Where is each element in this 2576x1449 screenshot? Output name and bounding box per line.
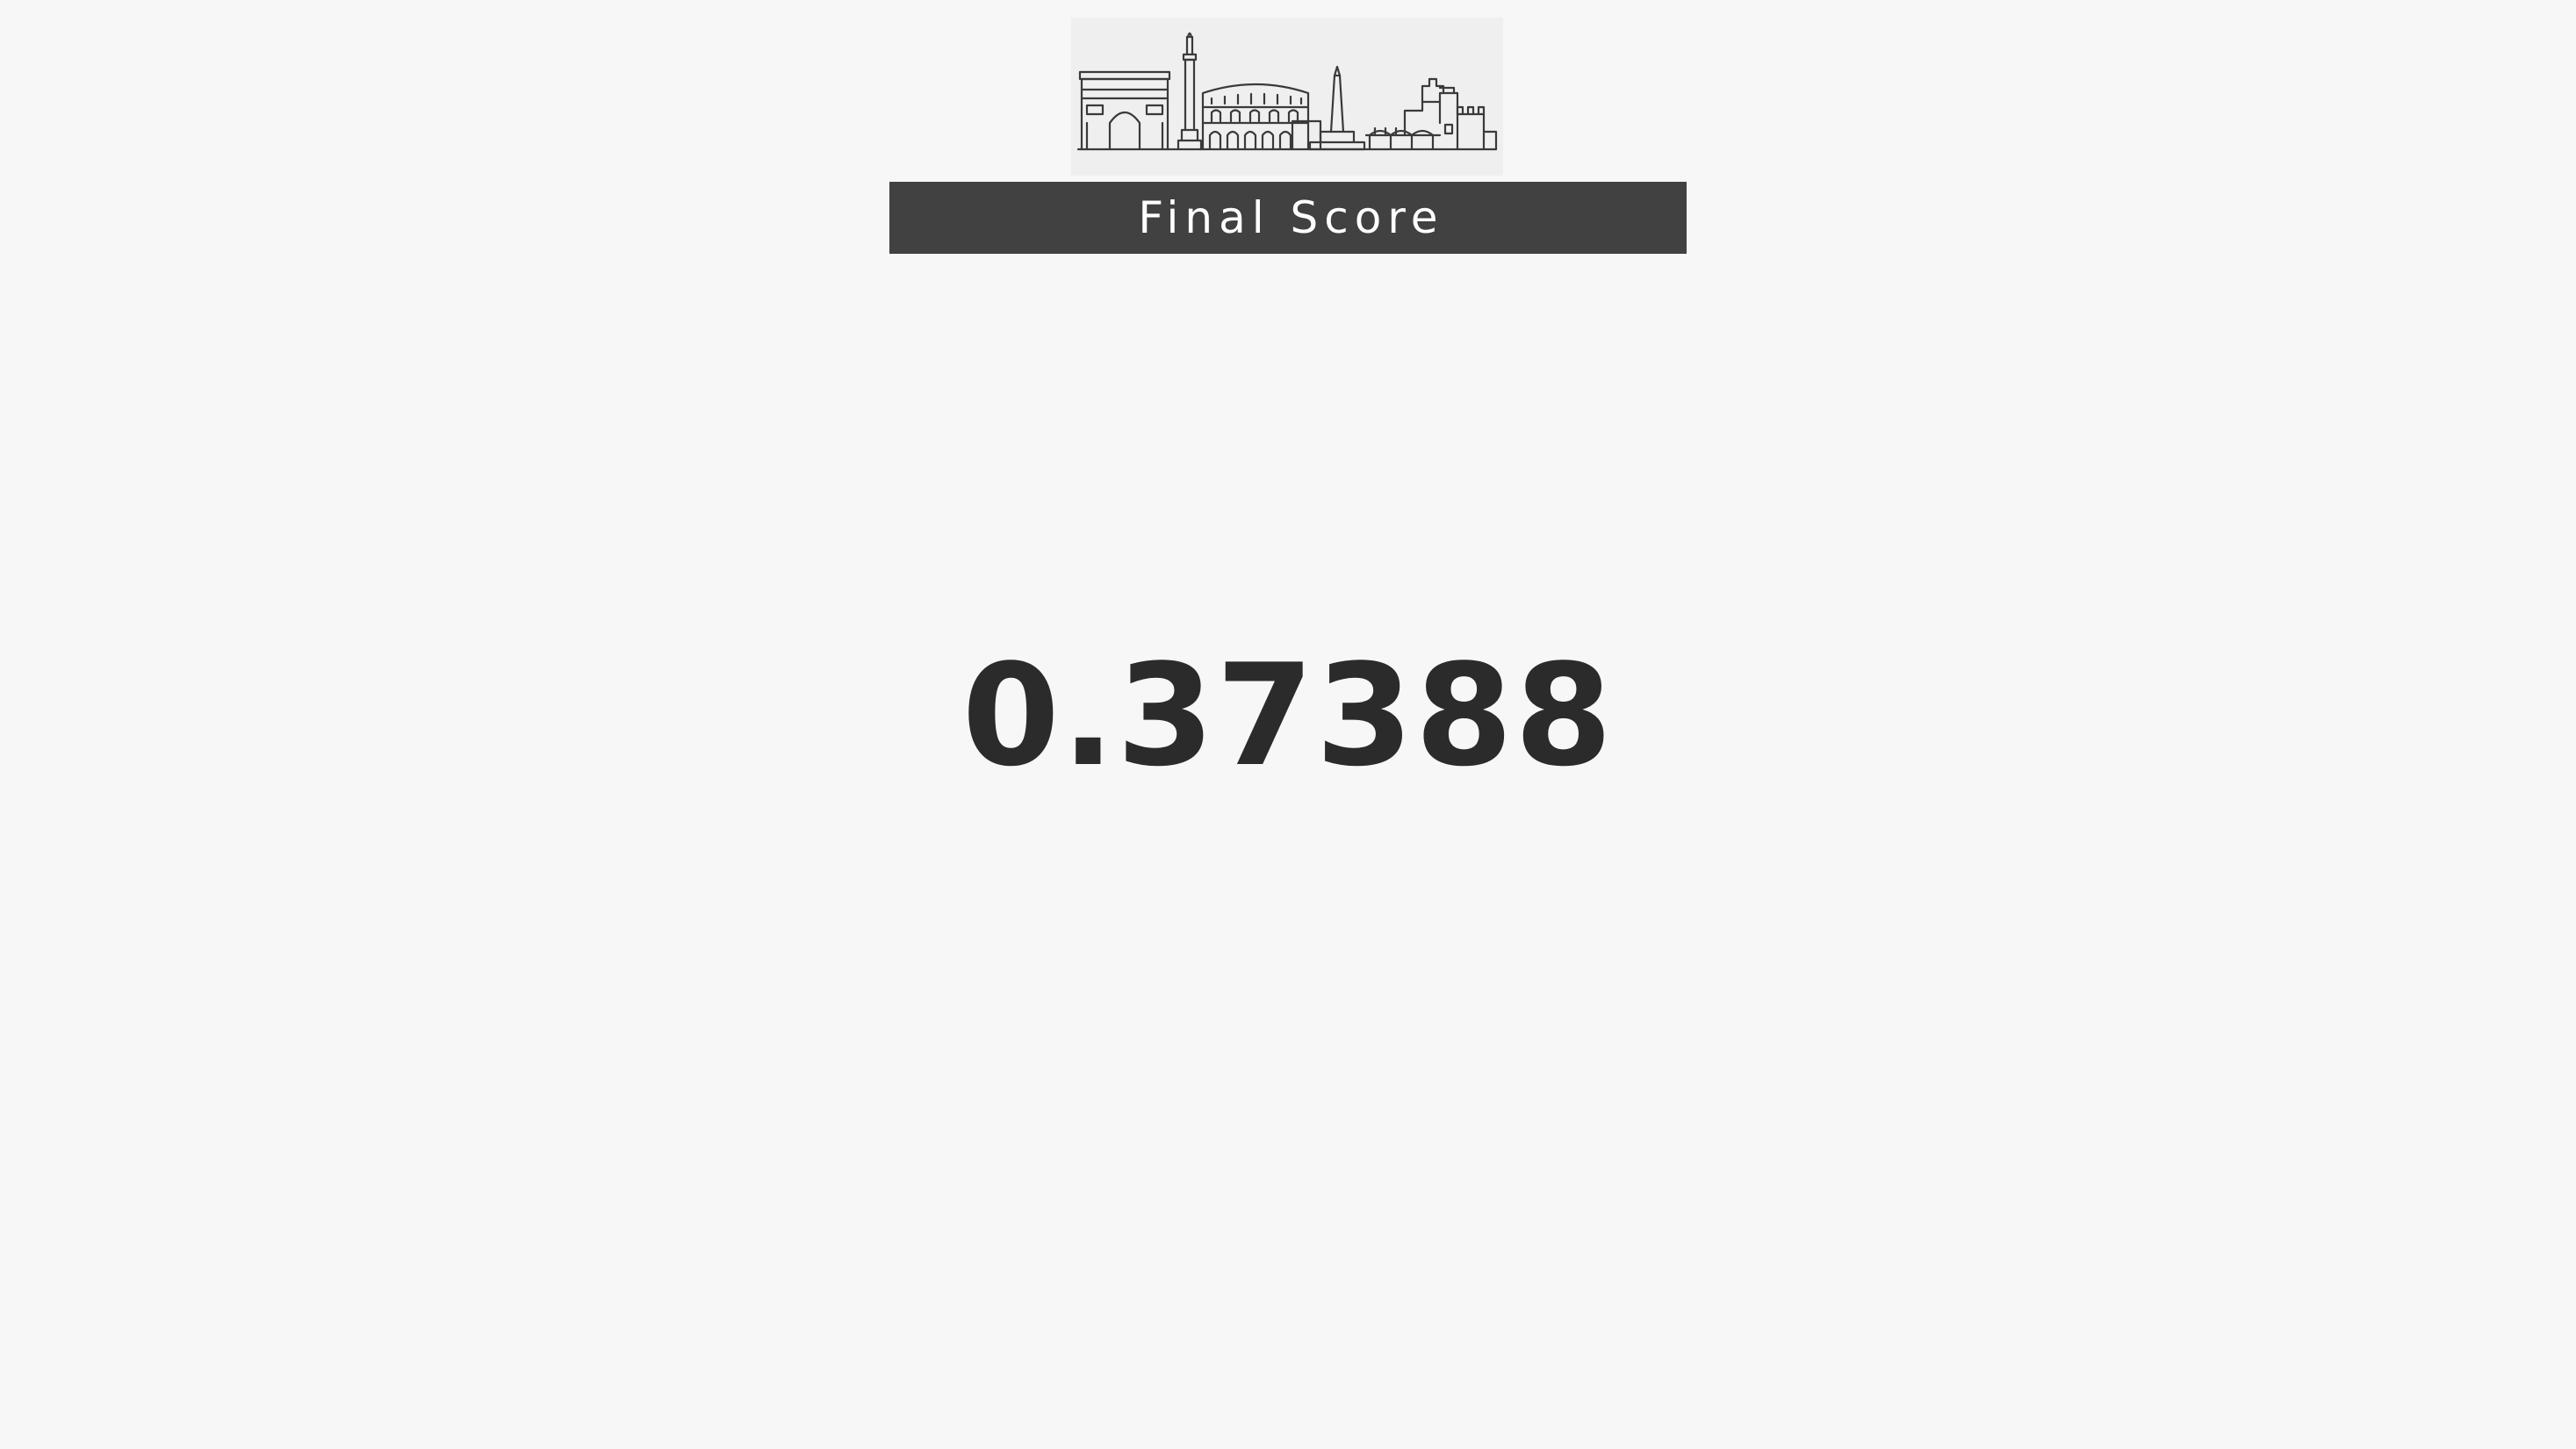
page-title: Final Score [1138,192,1444,243]
city-skyline-icon [1071,18,1503,176]
final-score-value: 0.37388 [961,633,1615,797]
title-bar: Final Score [889,182,1687,254]
